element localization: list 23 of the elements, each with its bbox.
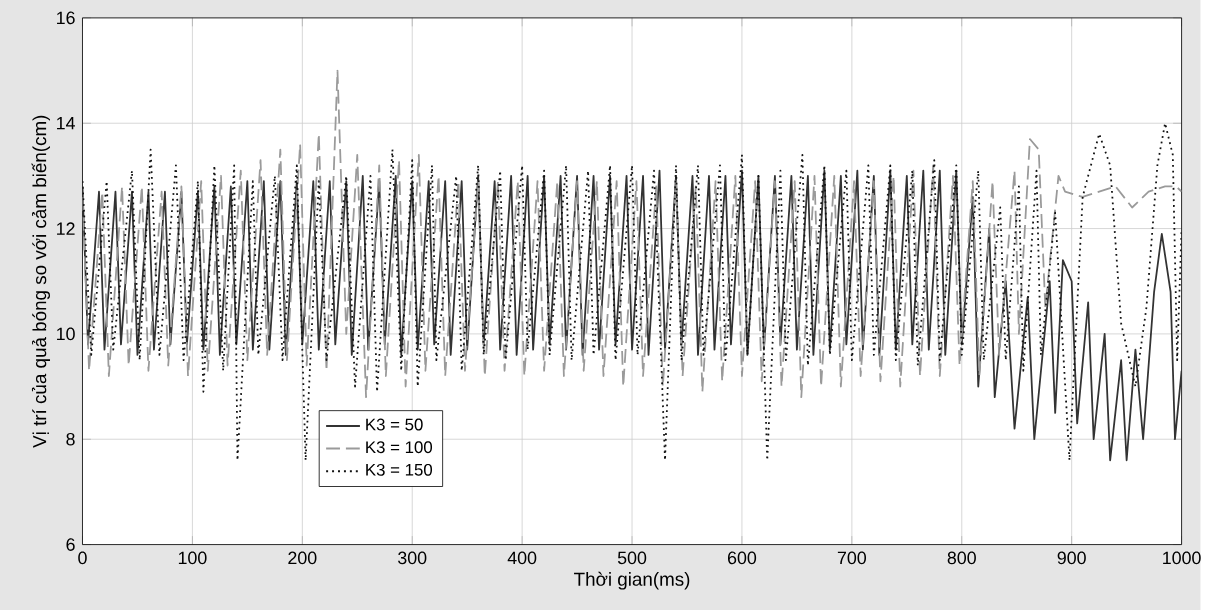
y-axis-title: Vị trí của quả bóng so với cảm biến(cm) bbox=[31, 115, 51, 448]
x-tick-label: 200 bbox=[288, 551, 317, 565]
y-tick-label: 14 bbox=[57, 117, 75, 130]
x-tick-label: 1000 bbox=[1163, 551, 1201, 565]
x-tick-label: 900 bbox=[1057, 551, 1086, 565]
y-tick-label: 6 bbox=[66, 538, 75, 551]
x-tick-label: 400 bbox=[507, 551, 537, 565]
y-tick-label: 8 bbox=[66, 432, 75, 446]
line-series bbox=[82, 69, 1182, 398]
legend-label: K3 = 150 bbox=[366, 463, 433, 476]
x-tick-label: 100 bbox=[178, 551, 207, 565]
x-axis-title: Thời gian(ms) bbox=[574, 571, 690, 590]
x-tick-label: 300 bbox=[398, 551, 427, 565]
x-tick-label: 600 bbox=[727, 551, 757, 565]
x-tick-label: 500 bbox=[617, 551, 647, 565]
x-tick-label: 700 bbox=[837, 551, 867, 565]
legend-label: K3 = 100 bbox=[366, 441, 433, 454]
y-tick-label: 12 bbox=[57, 222, 75, 235]
legend-label: K3 = 50 bbox=[366, 418, 423, 431]
x-tick-label: 0 bbox=[78, 551, 87, 565]
y-tick-label: 16 bbox=[57, 11, 75, 25]
y-tick-label: 10 bbox=[57, 327, 75, 341]
x-tick-label: 800 bbox=[947, 551, 976, 565]
